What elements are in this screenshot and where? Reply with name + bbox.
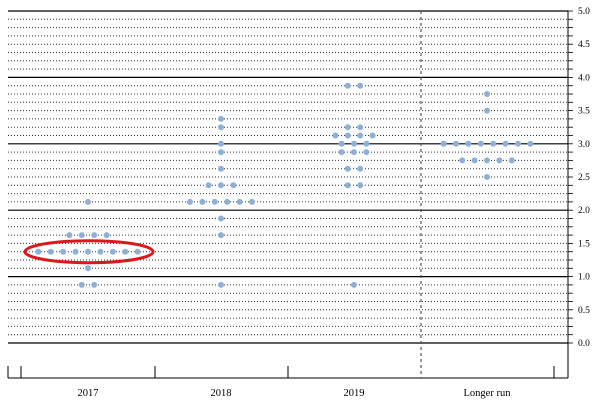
participant-dot — [351, 149, 357, 156]
participant-dot — [187, 198, 193, 205]
y-tick-label: 3.5 — [578, 107, 590, 117]
participant-dot — [459, 157, 466, 164]
participant-dot — [218, 165, 224, 172]
participant-dot — [351, 140, 357, 147]
participant-dot — [218, 149, 224, 156]
y-tick-label: 1.0 — [578, 273, 590, 283]
participant-dot — [224, 198, 231, 205]
y-tick-label: 2.5 — [578, 173, 590, 183]
participant-dot — [477, 140, 484, 147]
participant-dot — [440, 140, 447, 147]
y-tick-label: 0.0 — [578, 339, 590, 349]
y-tick-label: 2.0 — [578, 206, 590, 216]
participant-dot — [338, 140, 345, 147]
participant-dot — [85, 248, 91, 255]
participant-dot — [211, 198, 218, 205]
highlight-annotation — [23, 239, 155, 265]
participant-dot — [471, 157, 478, 164]
participant-dot — [103, 232, 110, 239]
participant-dot — [484, 174, 490, 180]
participant-dot — [109, 248, 116, 255]
participant-dot — [363, 149, 370, 156]
participant-dot — [502, 140, 509, 147]
participant-dot — [453, 140, 459, 147]
plot-frame — [7, 11, 569, 379]
participant-dot — [205, 182, 212, 189]
participant-dot — [515, 140, 521, 147]
participant-dot — [91, 281, 98, 288]
participant-dot — [47, 248, 54, 255]
participant-dot — [508, 157, 515, 164]
y-axis-labels: 0.0 0.5 1.0 1.5 2.0 2.5 3.0 3.5 4.0 4.5 5.0 — [578, 7, 590, 349]
y-tick-label: 1.5 — [578, 239, 590, 249]
y-tick-label: 4.0 — [578, 73, 590, 83]
x-category-label: Longer run — [464, 388, 512, 399]
x-category-label: 2019 — [344, 388, 365, 399]
participant-dot — [484, 91, 490, 97]
participant-dot — [66, 232, 73, 239]
participant-dot — [218, 140, 224, 147]
participant-dot — [363, 140, 370, 147]
participant-dot — [218, 124, 224, 131]
participant-dot — [344, 182, 351, 189]
participant-dot — [344, 132, 351, 139]
participant-dot — [218, 182, 224, 189]
participant-dot — [369, 132, 376, 139]
participant-dot — [35, 248, 42, 255]
participant-dot — [484, 157, 490, 164]
participant-dot — [199, 198, 206, 205]
red-highlight-ellipse — [23, 239, 155, 265]
y-tick-label: 3.0 — [578, 140, 590, 150]
participant-dot — [527, 140, 534, 147]
participant-dot — [344, 165, 351, 172]
participant-dot — [484, 107, 490, 114]
participant-dot — [122, 248, 129, 255]
participant-dot — [344, 82, 351, 89]
participant-dot — [134, 248, 141, 255]
y-tick-label: 4.5 — [578, 40, 590, 50]
participant-dot — [230, 182, 237, 189]
y-tick-label: 0.5 — [578, 306, 590, 316]
participant-dot — [91, 232, 98, 239]
grid-lines — [8, 10, 573, 344]
participant-dot — [357, 165, 364, 172]
participant-dot — [78, 232, 85, 239]
participant-dot — [218, 215, 224, 222]
participant-dot — [97, 248, 104, 255]
y-tick-label: 5.0 — [578, 7, 590, 17]
participant-dot — [357, 132, 364, 139]
x-axis-labels: 2017 2018 2019 Longer run — [78, 388, 512, 399]
participant-dot — [338, 149, 345, 156]
participant-dot — [249, 198, 255, 205]
participant-dot — [351, 281, 357, 288]
participant-dot — [236, 198, 243, 205]
x-category-label: 2018 — [211, 388, 232, 399]
participant-dot — [218, 281, 224, 288]
x-category-label: 2017 — [78, 388, 99, 399]
participant-dot — [357, 82, 364, 89]
data-dots — [35, 82, 534, 288]
participant-dot — [344, 124, 351, 131]
participant-dot — [218, 232, 224, 239]
participant-dot — [218, 115, 224, 122]
participant-dot — [496, 157, 503, 164]
participant-dot — [357, 124, 364, 131]
participant-dot — [357, 182, 364, 189]
participant-dot — [72, 248, 79, 255]
participant-dot — [60, 248, 67, 255]
participant-dot — [78, 281, 85, 288]
participant-dot — [332, 132, 339, 139]
participant-dot — [85, 265, 91, 272]
participant-dot — [465, 140, 472, 147]
participant-dot — [85, 198, 91, 205]
participant-dot — [490, 140, 497, 147]
